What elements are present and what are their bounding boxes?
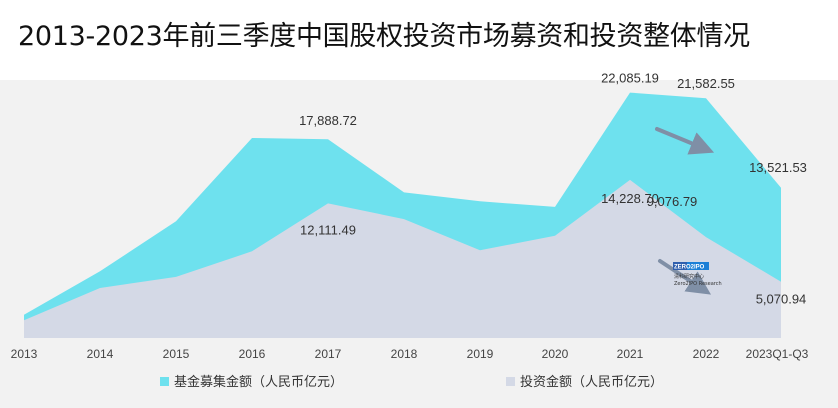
watermark-line1: 清科研究中心 — [674, 273, 704, 280]
x-tick-2015: 2015 — [163, 347, 190, 361]
zero2ipo-watermark: ZERO2IPO 清科研究中心 Zero2IPO Research — [673, 262, 722, 287]
fund-data-label-2021: 22,085.19 — [601, 71, 659, 86]
fund-data-label-2022: 21,582.55 — [677, 76, 735, 91]
x-tick-2020: 2020 — [542, 347, 569, 361]
x-tick-2017: 2017 — [315, 347, 342, 361]
legend-label-invest: 投资金额（人民币亿元） — [520, 374, 663, 390]
watermark-logo: ZERO2IPO — [674, 265, 705, 271]
invest-data-label-2021: 14,228.70 — [601, 191, 659, 206]
x-tick-2014: 2014 — [87, 347, 114, 361]
invest-trend-arrow — [658, 259, 712, 295]
x-tick-2022: 2022 — [693, 347, 720, 361]
fund-data-label-2017: 17,888.72 — [299, 113, 357, 128]
x-tick-2021: 2021 — [617, 347, 644, 361]
x-tick-2016: 2016 — [239, 347, 266, 361]
x-tick-2023Q1-Q3: 2023Q1-Q3 — [746, 347, 809, 361]
watermark-line2: Zero2IPO Research — [674, 281, 722, 287]
page-title: 2013-2023年前三季度中国股权投资市场募资和投资整体情况 — [18, 21, 750, 52]
x-tick-2018: 2018 — [391, 347, 418, 361]
legend-label-fund: 基金募集金额（人民币亿元） — [174, 374, 343, 390]
invest-area — [24, 179, 781, 338]
x-tick-2013: 2013 — [11, 347, 38, 361]
legend-swatch-invest — [506, 377, 515, 386]
fund-data-label-2023Q1-Q3: 13,521.53 — [749, 160, 807, 175]
watermark-logo-bg — [673, 262, 687, 270]
invest-data-label-2017: 12,111.49 — [300, 222, 356, 237]
invest-data-label-2023Q1-Q3: 5,070.94 — [756, 292, 807, 307]
watermark-logo-accent — [687, 262, 709, 270]
fund-trend-arrow — [655, 127, 715, 155]
legend-swatch-fund — [160, 377, 169, 386]
invest-data-label-2022: 9,076.79 — [647, 194, 698, 209]
x-tick-2019: 2019 — [467, 347, 494, 361]
